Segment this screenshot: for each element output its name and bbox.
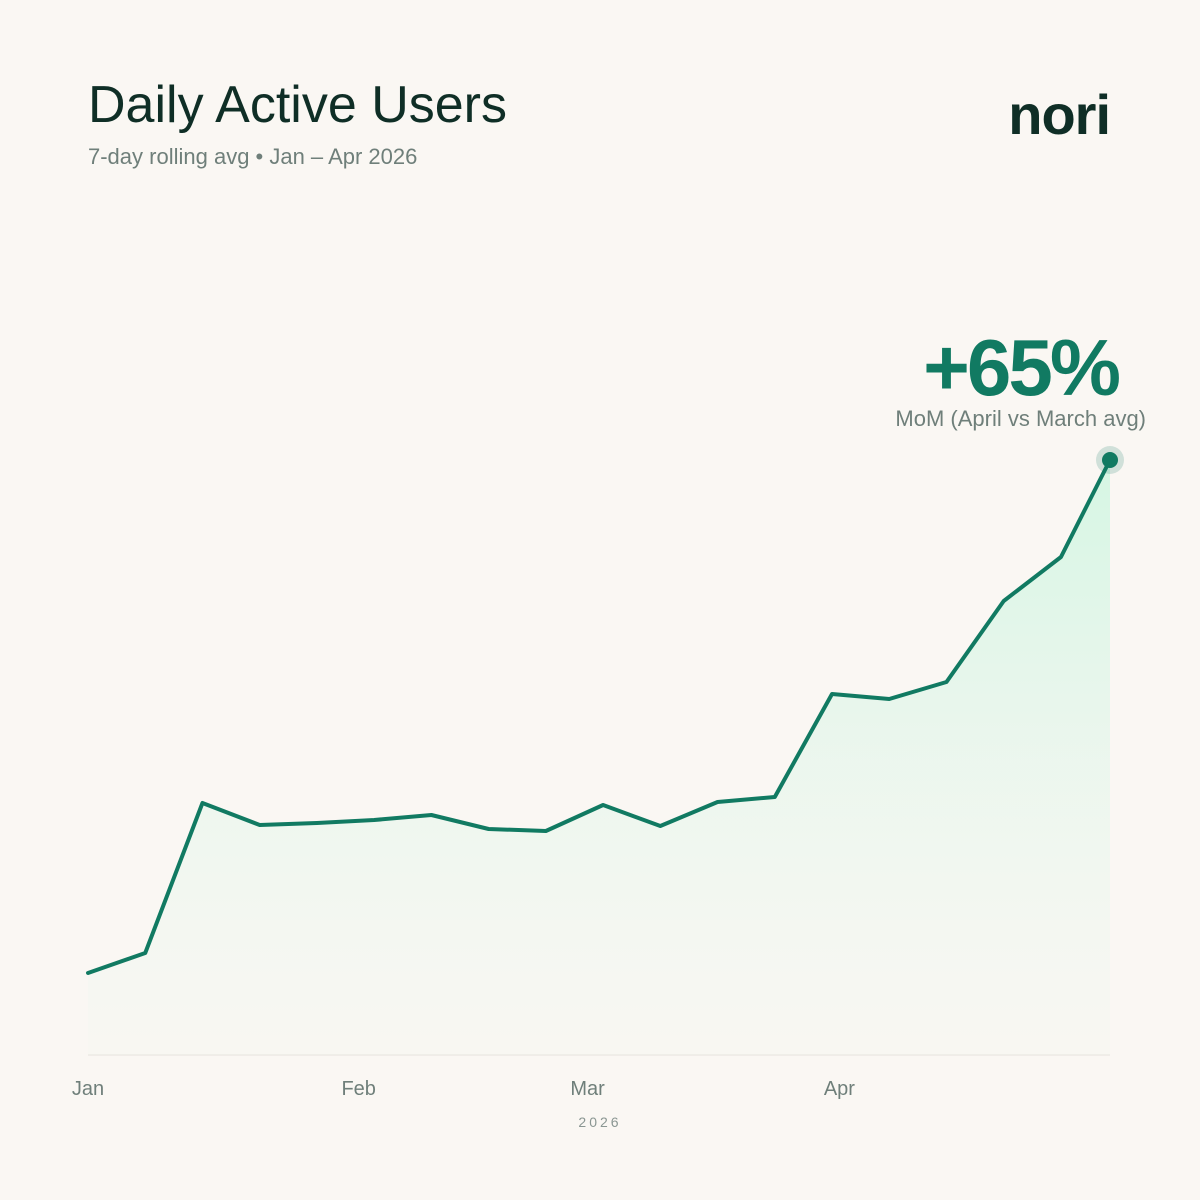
x-tick-label: Jan [72, 1078, 104, 1100]
end-point [1102, 452, 1118, 468]
chart-subtitle: 7-day rolling avg • Jan – Apr 2026 [88, 144, 417, 169]
line [86, 458, 1112, 975]
chart-title: Daily Active Users [88, 76, 507, 134]
area [88, 460, 1110, 1055]
x-tick-label: Feb [341, 1078, 375, 1100]
annotation-headline: +65% [923, 323, 1120, 412]
brand-logo: nori [1008, 83, 1110, 146]
annotation-caption: MoM (April vs March avg) [895, 406, 1146, 431]
x-tick-label: Apr [824, 1078, 855, 1100]
x-axis-label: 2026 [578, 1114, 621, 1130]
x-tick-label: Mar [570, 1078, 605, 1100]
